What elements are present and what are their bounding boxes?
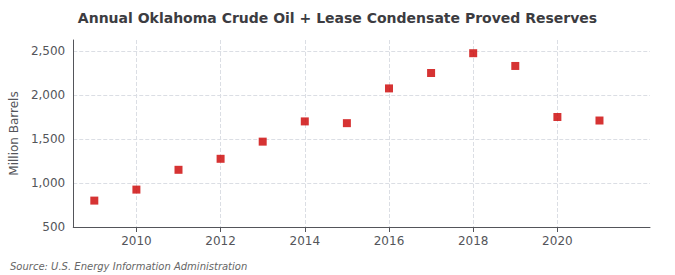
svg-text:2,500: 2,500 bbox=[31, 44, 65, 58]
svg-text:1,000: 1,000 bbox=[31, 176, 65, 190]
svg-text:Million Barrels: Million Barrels bbox=[7, 91, 21, 175]
svg-text:2020: 2020 bbox=[542, 234, 573, 248]
svg-text:2018: 2018 bbox=[458, 234, 489, 248]
svg-text:Source: U.S. Energy Informatio: Source: U.S. Energy Information Administ… bbox=[10, 261, 247, 272]
svg-text:2010: 2010 bbox=[121, 234, 152, 248]
svg-text:2,000: 2,000 bbox=[31, 88, 65, 102]
svg-text:2016: 2016 bbox=[374, 234, 405, 248]
svg-text:500: 500 bbox=[42, 220, 65, 234]
svg-text:1,500: 1,500 bbox=[31, 132, 65, 146]
svg-text:Annual Oklahoma Crude Oil + Le: Annual Oklahoma Crude Oil + Lease Conden… bbox=[78, 10, 597, 26]
svg-text:2012: 2012 bbox=[205, 234, 236, 248]
svg-text:2014: 2014 bbox=[290, 234, 321, 248]
